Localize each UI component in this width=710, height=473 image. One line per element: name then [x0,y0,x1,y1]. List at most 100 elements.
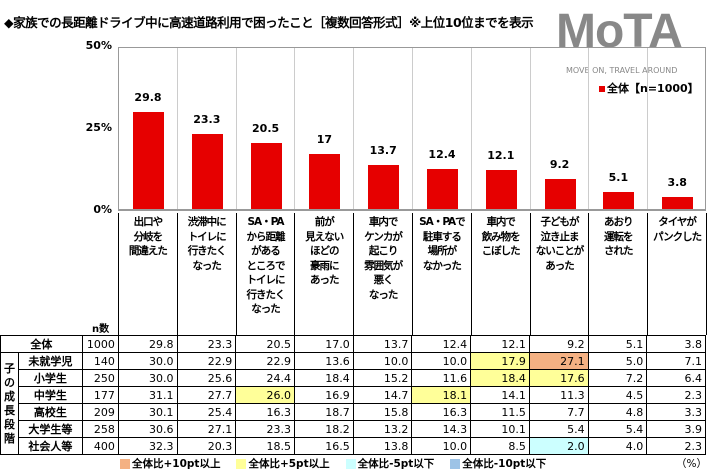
category-label-line: 間違えた [128,245,168,257]
bar-value-label: 12.1 [487,148,515,162]
table-cell: 30.6 [117,420,178,438]
table-cell: 26.0 [235,386,295,404]
table-cell: 5.0 [587,352,648,370]
table-cell: 25.6 [176,369,237,387]
bar-value-label: 17 [316,132,333,146]
bar-value-label: 3.8 [667,175,687,189]
gridline [412,48,413,209]
category-label-line: 行きたく [187,245,227,257]
table-cell: 4.8 [587,403,648,421]
category-label-line: なった [368,288,398,301]
legend-label: 全体【n=1000】 [607,82,699,95]
row-name: 中学生 [17,386,83,404]
y-tick-0: 0% [93,203,112,216]
category-label-line: ところで [246,259,285,272]
category-label-line: から距離 [246,230,285,243]
category-label-line: 車内で [486,216,515,228]
table-cell: 4.0 [587,437,648,455]
category-label-line: 分岐を [133,230,163,243]
highlight-key: 全体比+5pt以上 [236,458,330,470]
table-cell: 27.1 [528,352,589,370]
row-n: 140 [81,352,119,370]
table-cell: 30.1 [117,403,178,421]
gridline [529,48,531,209]
table-cell: 18.4 [470,369,530,387]
table-cell: 16.3 [411,403,472,421]
table-cell: 15.8 [352,403,413,421]
key-label: 全体比-5pt以下 [357,458,435,470]
category-label-line: パンクした [653,230,702,243]
category-label-line: 運転を [604,230,633,243]
chart-title: ◆家族での長距離ドライブ中に高速道路利用で困ったこと［複数回答形式］※上位10位… [4,15,534,30]
table-cell: 18.5 [235,437,295,455]
bar [427,168,458,209]
category-label-line: 子どもが [540,216,579,228]
category-label: 車内で ケンカが 起こり 雰囲気が 悪く なった [354,213,413,335]
table-row-total: 全体 1000 29.8 23.3 20.5 17.0 13.7 12.4 12.1 9.2 5.1… [0,335,706,353]
category-label: あおり 運転を された [589,213,649,335]
data-table: 全体 1000 29.8 23.3 20.5 17.0 13.7 12.4 12.1 9.2 5.1… [0,335,706,455]
table-cell: 30.0 [117,352,178,370]
category-label-line: 出口や [133,216,163,228]
category-label-line: SA・PA [247,216,284,228]
table-row: 高校生 209 30.1 25.4 16.3 18.7 15.8 16.3 11.5 7.7 4.8… [1,403,706,421]
gridline [235,48,237,209]
category-label: 出口や分岐を間違えた [119,213,178,335]
category-label-line: 泣き止ま [540,230,579,243]
table-cell: 11.6 [411,369,472,387]
table-cell: 14.7 [352,386,413,404]
category-label-line: ほどの [310,245,339,257]
category-label-line: 駐車する [422,230,462,243]
table-cell: 20.3 [176,437,237,455]
row-name: 大学生等 [17,420,83,438]
bar-value-label: 12.4 [428,147,456,161]
table-cell: 16.9 [293,386,354,404]
table-cell: 6.4 [646,369,706,387]
table-cell: 2.3 [646,437,706,455]
table-cell: 17.0 [293,335,354,353]
table-cell: 3.9 [646,420,706,438]
table-cell: 11.5 [470,403,530,421]
row-n: 258 [81,420,119,438]
table-cell: 17.9 [470,352,530,370]
category-label-line: あった [545,259,574,272]
category-label: 車内で 飲み物を こぼした [472,213,531,335]
bar-value-label: 5.1 [608,171,629,185]
table-cell: 15.2 [352,369,413,387]
table-cell: 24.4 [235,369,295,387]
table-cell: 14.3 [411,420,472,438]
table-cell: 5.4 [528,420,589,438]
unit-label: （%） [676,458,707,470]
table-cell: 7.7 [528,403,589,421]
mota-logo: MoTA [556,5,683,58]
table-cell: 12.4 [411,335,472,353]
table-row: 社会人等 400 32.3 20.3 18.5 16.5 13.8 10.0 8.5 2.0 4.0… [1,437,706,455]
bar [485,169,517,209]
category-label: SA・PA から距離 がある ところで トイレに 行きたく なった [237,213,296,335]
category-label-line: タイヤが [658,216,697,228]
category-label-line: 豪雨に [310,259,339,272]
table-cell: 10.1 [470,420,530,438]
category-label-line: トイレに [187,230,227,243]
table-cell: 2.3 [646,386,706,404]
row-name: 小学生 [17,369,83,387]
table-cell: 4.5 [587,386,648,404]
n-header: n数 [92,324,110,335]
table-cell: 20.5 [235,335,295,353]
logo-tagline: MOVE ON, TRAVEL AROUND [566,66,678,75]
row-n: 1000 [81,335,119,353]
bar [544,179,576,209]
category-label-line: がある [251,245,280,257]
category-label-line: 雰囲気が [364,259,403,272]
key-swatch [236,459,247,469]
category-label-line: 場所が [427,245,457,257]
highlight-key: 全体比+10pt以上 [120,458,220,470]
category-label: 子どもが 泣き止ま ないことが あった [531,213,590,335]
category-label-line: 前が [314,216,335,228]
table-cell: 13.7 [352,335,413,353]
table-cell: 2.0 [528,437,589,455]
category-label-line: 悪く [373,274,394,286]
highlight-key: 全体比-5pt以下 [345,458,435,470]
table-row: 大学生等 258 30.6 27.1 23.3 18.2 13.2 14.3 10.1 5.4 5.… [1,420,706,438]
table-cell: 13.8 [352,437,413,455]
